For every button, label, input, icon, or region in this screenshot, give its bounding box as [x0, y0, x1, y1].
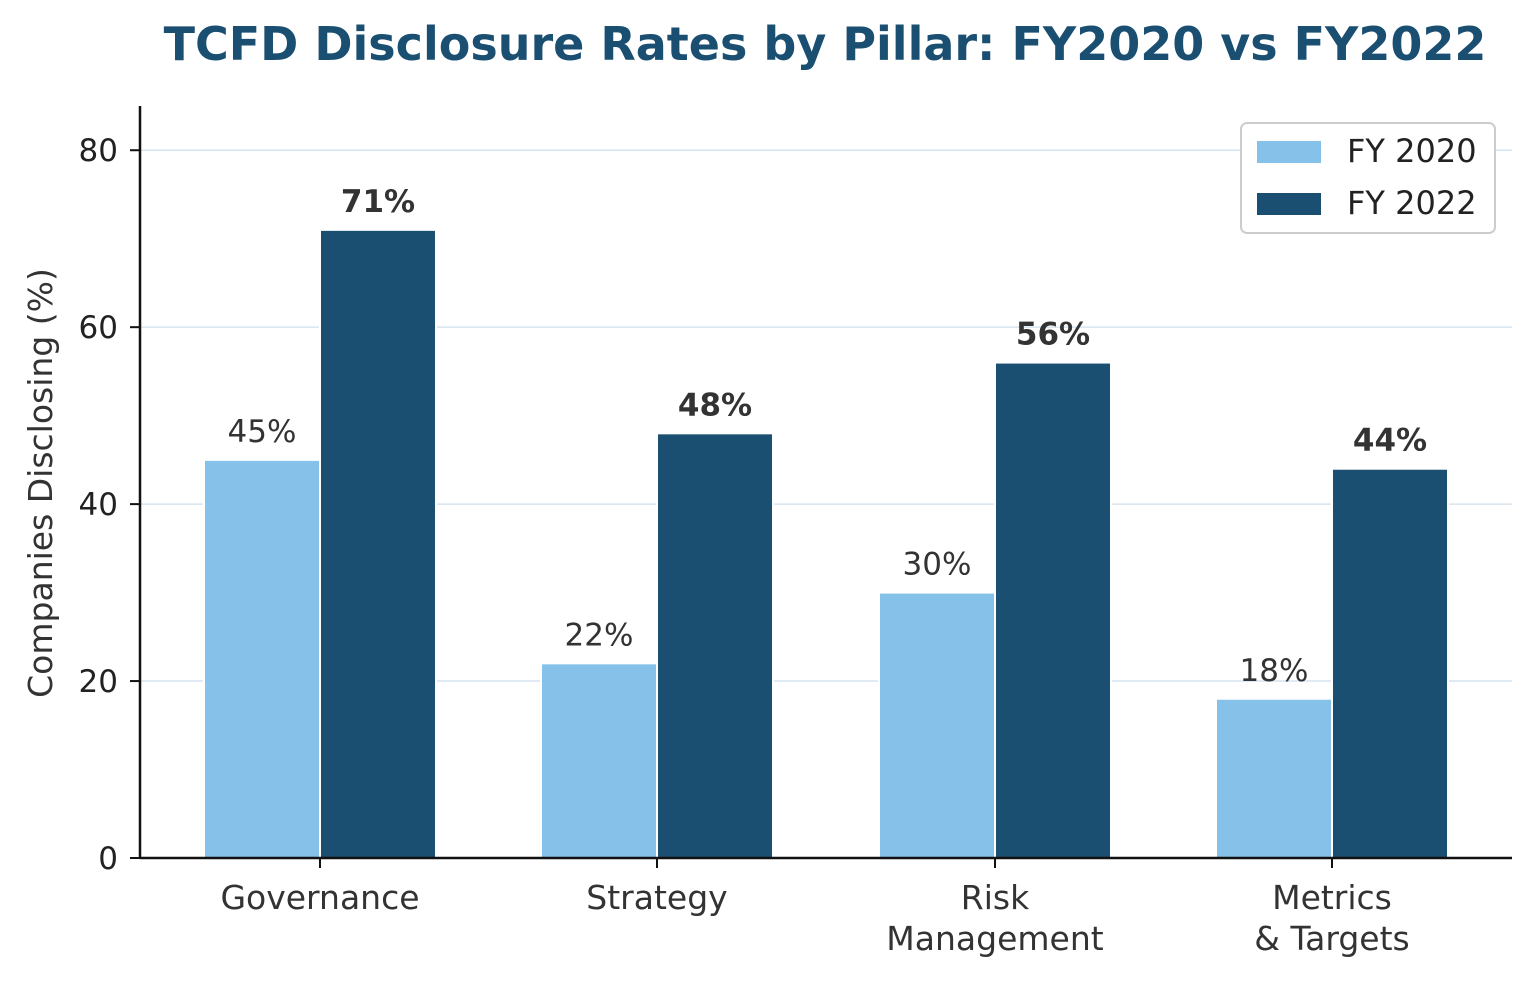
bar-fy2020 [1215, 697, 1333, 859]
x-tick-label-line: Governance [220, 878, 419, 917]
legend-swatch [1257, 193, 1321, 215]
y-tick-label: 20 [79, 664, 118, 700]
bar-value-label: 71% [341, 184, 415, 220]
x-tick-label-line: Metrics [1272, 878, 1392, 917]
x-tick-label-line: Risk [961, 878, 1030, 917]
bar-fy2020 [203, 458, 321, 859]
x-tick-label-line: Strategy [586, 878, 727, 917]
y-axis-label: Companies Disclosing (%) [21, 268, 60, 698]
chart-title: TCFD Disclosure Rates by Pillar: FY2020 … [164, 17, 1487, 71]
bar-value-label: 45% [228, 414, 297, 450]
bar-fy2020 [878, 591, 996, 860]
y-tick-label: 80 [79, 133, 118, 169]
bar-fy2022 [319, 228, 437, 859]
bars [203, 228, 1449, 860]
legend-label: FY 2020 [1347, 132, 1477, 170]
bar-value-label: 30% [903, 547, 972, 583]
value-labels: 45% 22% 30% 18% 71% 48% 56% 44% [228, 184, 1428, 689]
y-tick-label: 60 [79, 310, 118, 346]
y-tick-label: 40 [79, 487, 118, 523]
bar-fy2022 [656, 432, 774, 859]
bar-value-label: 48% [678, 387, 752, 423]
legend: FY 2020 FY 2022 [1240, 122, 1496, 234]
x-tick-label-line: & Targets [1254, 919, 1410, 958]
x-tick-label: Governance [220, 878, 419, 917]
bar-value-label: 56% [1016, 317, 1090, 353]
x-tick-label: Metrics & Targets [1254, 878, 1410, 958]
legend-label: FY 2022 [1347, 184, 1477, 222]
bar-fy2022 [1331, 467, 1449, 859]
bar-value-label: 22% [565, 617, 634, 653]
bar-fy2020 [540, 662, 658, 859]
bar-value-label: 18% [1240, 653, 1309, 689]
y-tick-label: 0 [98, 841, 118, 877]
legend-swatch [1257, 141, 1321, 163]
x-tick-label: Risk Management [886, 878, 1103, 958]
axes: 0 20 40 60 80 Governance Strategy Risk Managemen… [79, 106, 1512, 958]
bar-value-label: 44% [1353, 423, 1427, 459]
x-tick-label: Strategy [586, 878, 727, 917]
bar-fy2022 [994, 361, 1112, 859]
x-tick-label-line: Management [886, 919, 1103, 958]
